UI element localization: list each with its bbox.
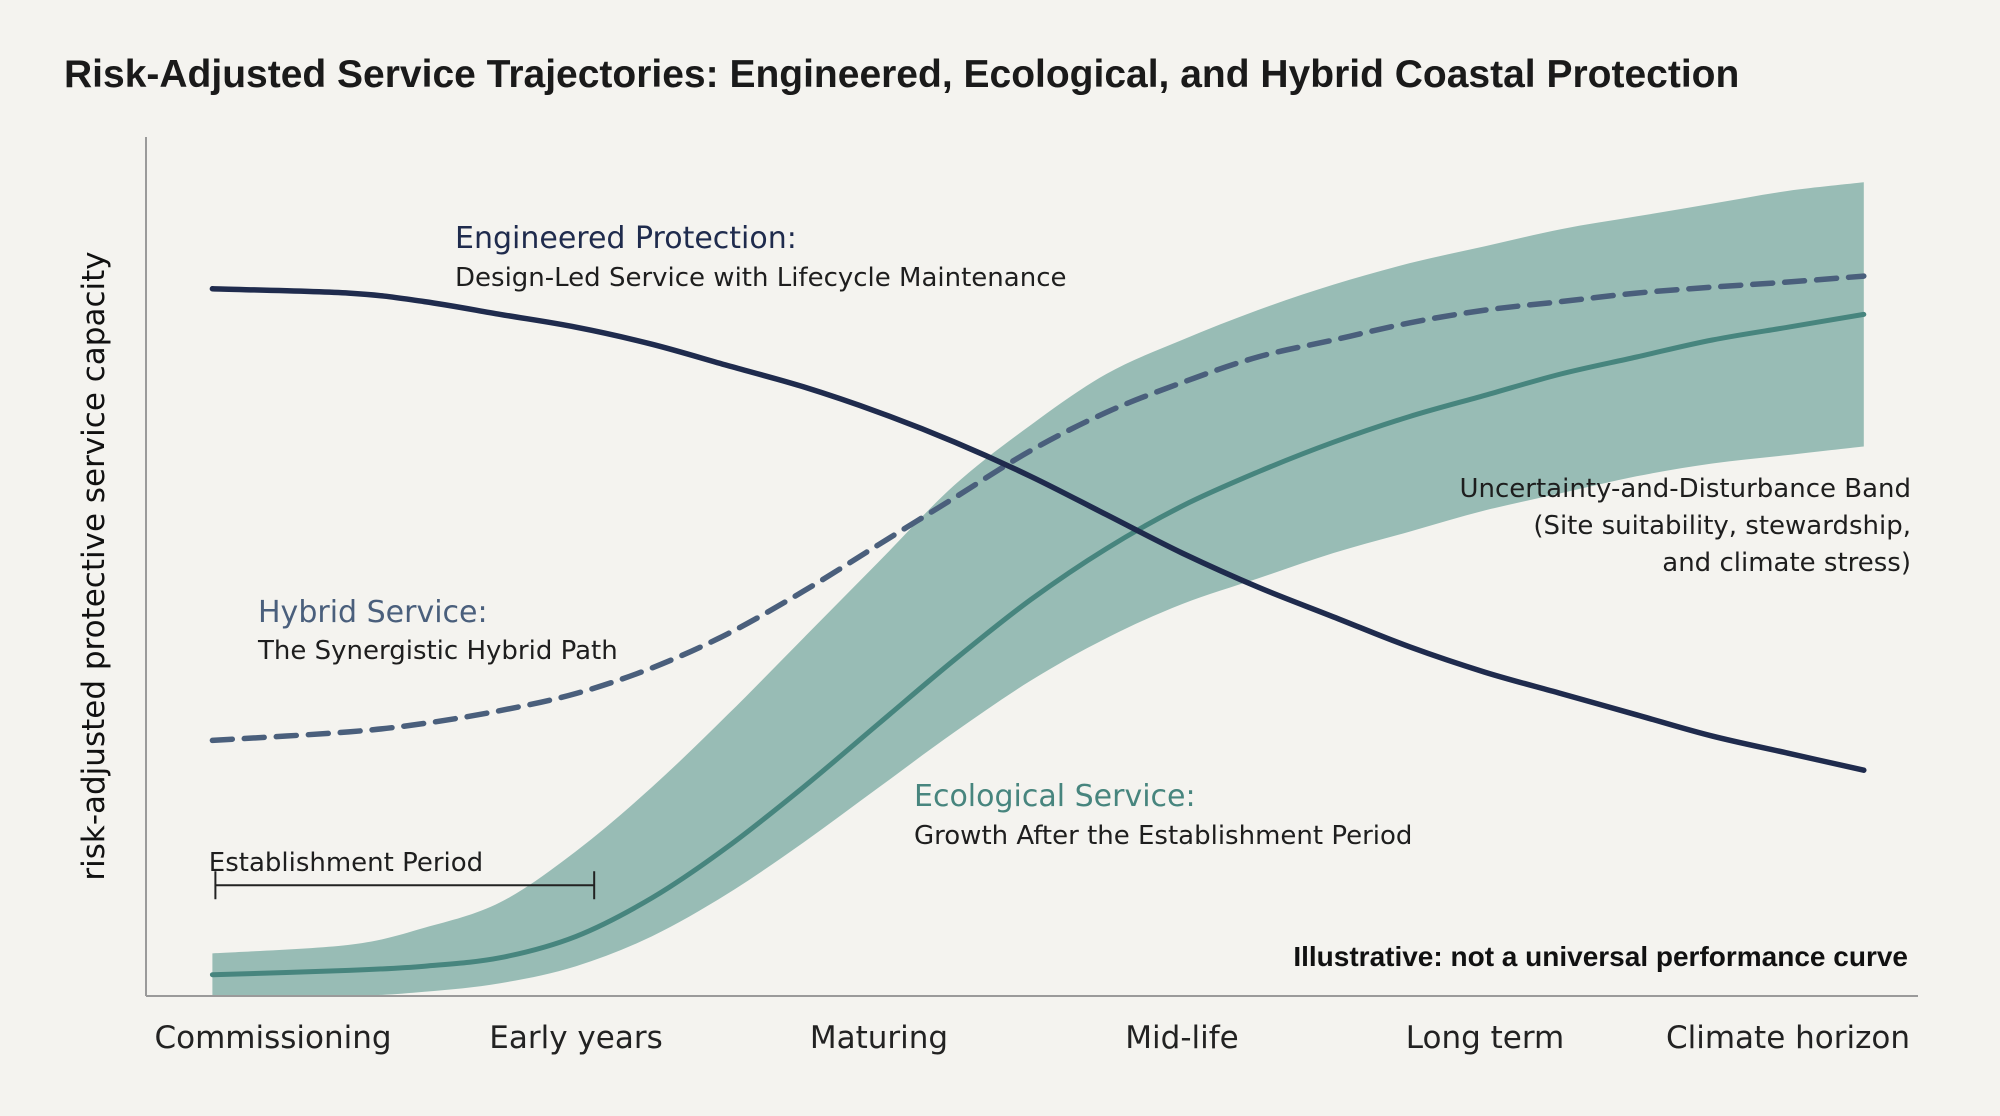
uncertainty-band (212, 182, 1864, 997)
band-sublabel-1: (Site suitability, stewardship, (1533, 511, 1911, 541)
hybrid-label: Hybrid Service: (258, 595, 488, 630)
establishment-period-label: Establishment Period (209, 848, 483, 878)
ecological-annotation: Ecological Service: Growth After the Est… (914, 779, 1412, 851)
hybrid-sublabel: The Synergistic Hybrid Path (257, 636, 618, 666)
engineered-annotation: Engineered Protection: Design-Led Servic… (455, 221, 1066, 293)
chart-title: Risk-Adjusted Service Trajectories: Engi… (64, 53, 1739, 96)
ecological-sublabel: Growth After the Establishment Period (914, 821, 1412, 851)
band-sublabel-2: and climate stress) (1662, 548, 1911, 578)
x-tick-label: Early years (489, 1020, 662, 1056)
ecological-label: Ecological Service: (914, 779, 1196, 814)
engineered-label: Engineered Protection: (455, 221, 797, 256)
engineered-protection-line (209, 286, 1867, 773)
x-tick-label: Mid-life (1125, 1020, 1238, 1056)
engineered-sublabel: Design-Led Service with Lifecycle Mainte… (455, 263, 1066, 293)
band-annotation: Uncertainty-and-Disturbance Band (Site s… (1460, 474, 1912, 578)
band-layer (212, 182, 1864, 997)
x-tick-labels: Commissioning Early years Maturing Mid-life… (154, 1020, 1910, 1056)
series-layer (209, 273, 1867, 978)
band-label: Uncertainty-and-Disturbance Band (1460, 474, 1912, 504)
y-axis-label: risk-adjusted protective service capacit… (76, 251, 112, 880)
x-tick-label: Commissioning (154, 1020, 391, 1056)
x-tick-label: Long term (1406, 1020, 1565, 1056)
hybrid-annotation: Hybrid Service: The Synergistic Hybrid P… (257, 595, 618, 666)
x-tick-label: Climate horizon (1666, 1020, 1910, 1056)
x-tick-label: Maturing (810, 1020, 948, 1056)
illustrative-note: Illustrative: not a universal performanc… (1293, 941, 1908, 972)
establishment-period-bracket: Establishment Period (209, 848, 596, 900)
ecological-service-line (209, 311, 1867, 978)
hybrid-service-line (209, 273, 1867, 744)
